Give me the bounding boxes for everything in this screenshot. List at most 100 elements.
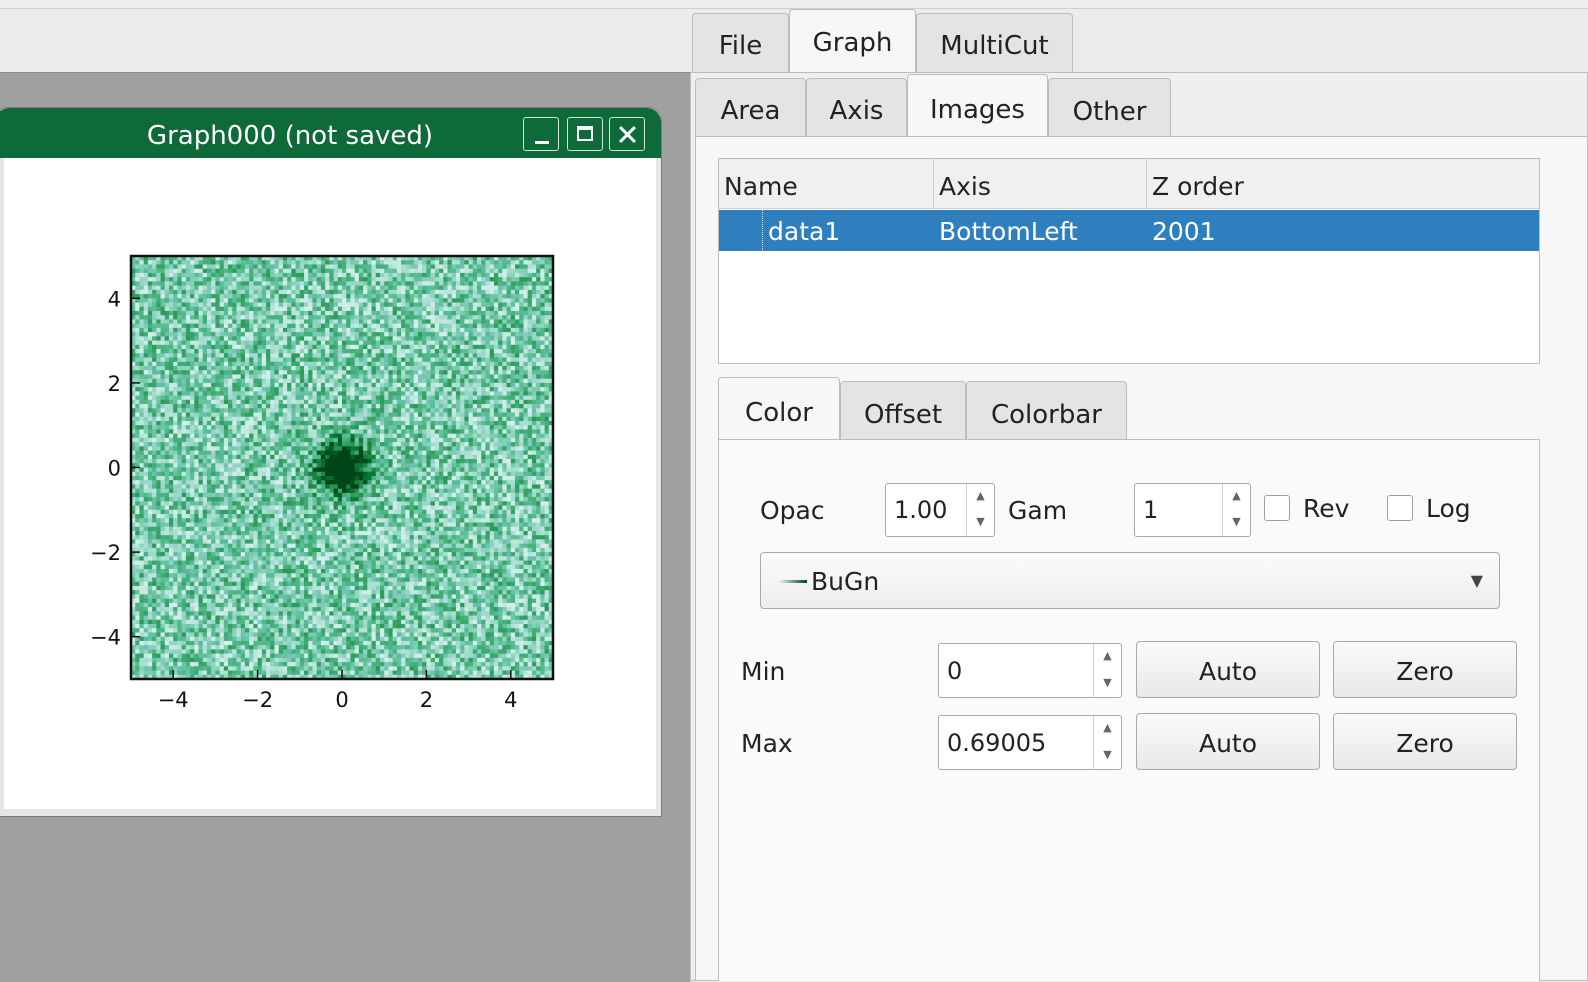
image-pixel	[515, 454, 520, 460]
image-pixel	[135, 340, 140, 346]
image-pixel	[257, 357, 263, 363]
image-pixel	[422, 429, 427, 435]
image-pixel	[548, 454, 554, 460]
image-pixel	[481, 365, 486, 371]
image-pixel	[417, 437, 423, 443]
close-button[interactable]	[609, 117, 645, 151]
image-pixel	[253, 357, 259, 363]
image-pixel	[464, 340, 470, 346]
image-pixel	[358, 450, 364, 456]
image-pixel	[401, 412, 406, 418]
image-pixel	[392, 349, 398, 354]
image-pixel	[215, 256, 221, 261]
image-pixel	[312, 446, 318, 452]
image-pixel	[426, 340, 432, 346]
image-pixel	[477, 425, 482, 430]
image-pixel	[477, 268, 482, 274]
image-pixel	[531, 442, 537, 447]
image-pixel	[240, 387, 246, 392]
image-pixel	[261, 315, 267, 320]
image-pixel	[236, 285, 242, 291]
image-pixel	[409, 281, 415, 287]
image-pixel	[422, 327, 427, 333]
image-pixel	[426, 370, 432, 375]
image-pixel	[143, 268, 149, 274]
image-pixel	[472, 391, 478, 397]
image-pixel	[354, 268, 360, 274]
image-pixel	[147, 412, 153, 418]
image-pixel	[531, 281, 537, 287]
image-pixel	[451, 340, 457, 346]
image-pixel	[152, 323, 157, 329]
image-pixel	[240, 425, 246, 430]
image-pixel	[346, 327, 351, 333]
image-pixel	[485, 306, 491, 312]
image-pixel	[173, 294, 178, 299]
image-pixel	[244, 332, 250, 337]
image-pixel	[510, 437, 516, 443]
image-pixel	[426, 404, 432, 409]
image-pixel	[401, 442, 406, 447]
image-pixel	[282, 408, 288, 414]
image-pixel	[215, 281, 221, 287]
image-pixel	[206, 315, 212, 320]
image-pixel	[388, 459, 394, 464]
image-pixel	[519, 319, 524, 325]
image-pixel	[485, 459, 491, 464]
image-pixel	[430, 433, 436, 439]
image-pixel	[266, 378, 271, 384]
image-pixel	[358, 361, 364, 367]
image-pixel	[493, 315, 499, 320]
image-pixel	[244, 429, 250, 435]
image-pixel	[434, 463, 440, 468]
image-pixel	[413, 442, 419, 447]
image-pixel	[536, 365, 541, 371]
image-pixel	[346, 264, 351, 270]
image-pixel	[358, 285, 364, 291]
image-pixel	[388, 404, 394, 409]
image-pixel	[236, 361, 242, 367]
image-pixel	[536, 272, 541, 278]
image-pixel	[531, 285, 537, 291]
image-pixel	[342, 268, 347, 274]
image-pixel	[211, 272, 216, 278]
image-pixel	[426, 357, 432, 363]
image-pixel	[396, 268, 402, 274]
minimize-button[interactable]	[523, 117, 559, 151]
graph-window[interactable]: Graph000 (not saved) −4 −2 0 2 4 4 2 0 −2 −4	[0, 107, 662, 817]
image-pixel	[223, 340, 229, 346]
graph-window-titlebar[interactable]: Graph000 (not saved)	[0, 108, 661, 158]
image-pixel	[160, 349, 166, 354]
image-pixel	[299, 450, 305, 456]
image-pixel	[544, 446, 550, 452]
image-pixel	[329, 454, 335, 460]
image-pixel	[472, 387, 478, 392]
image-pixel	[270, 353, 275, 359]
image-pixel	[333, 374, 339, 380]
image-pixel	[147, 370, 153, 375]
image-pixel	[232, 298, 237, 304]
image-pixel	[329, 425, 335, 430]
image-pixel	[375, 425, 381, 430]
image-pixel	[363, 336, 368, 342]
image-pixel	[519, 306, 524, 312]
image-pixel	[236, 327, 242, 333]
maximize-button[interactable]	[567, 117, 603, 151]
image-pixel	[443, 433, 448, 439]
image-pixel	[223, 463, 229, 468]
image-pixel	[316, 408, 322, 414]
image-pixel	[240, 420, 246, 426]
image-pixel	[257, 442, 263, 447]
image-pixel	[350, 399, 356, 405]
graph-canvas[interactable]: −4 −2 0 2 4 4 2 0 −2 −4	[4, 158, 656, 809]
image-pixel	[426, 459, 432, 464]
image-pixel	[388, 374, 394, 380]
image-pixel	[266, 463, 271, 468]
image-pixel	[299, 404, 305, 409]
image-pixel	[223, 277, 229, 282]
image-pixel	[287, 281, 292, 287]
image-pixel	[519, 442, 524, 447]
image-pixel	[489, 446, 495, 452]
image-pixel	[320, 446, 326, 452]
image-pixel	[168, 454, 174, 460]
